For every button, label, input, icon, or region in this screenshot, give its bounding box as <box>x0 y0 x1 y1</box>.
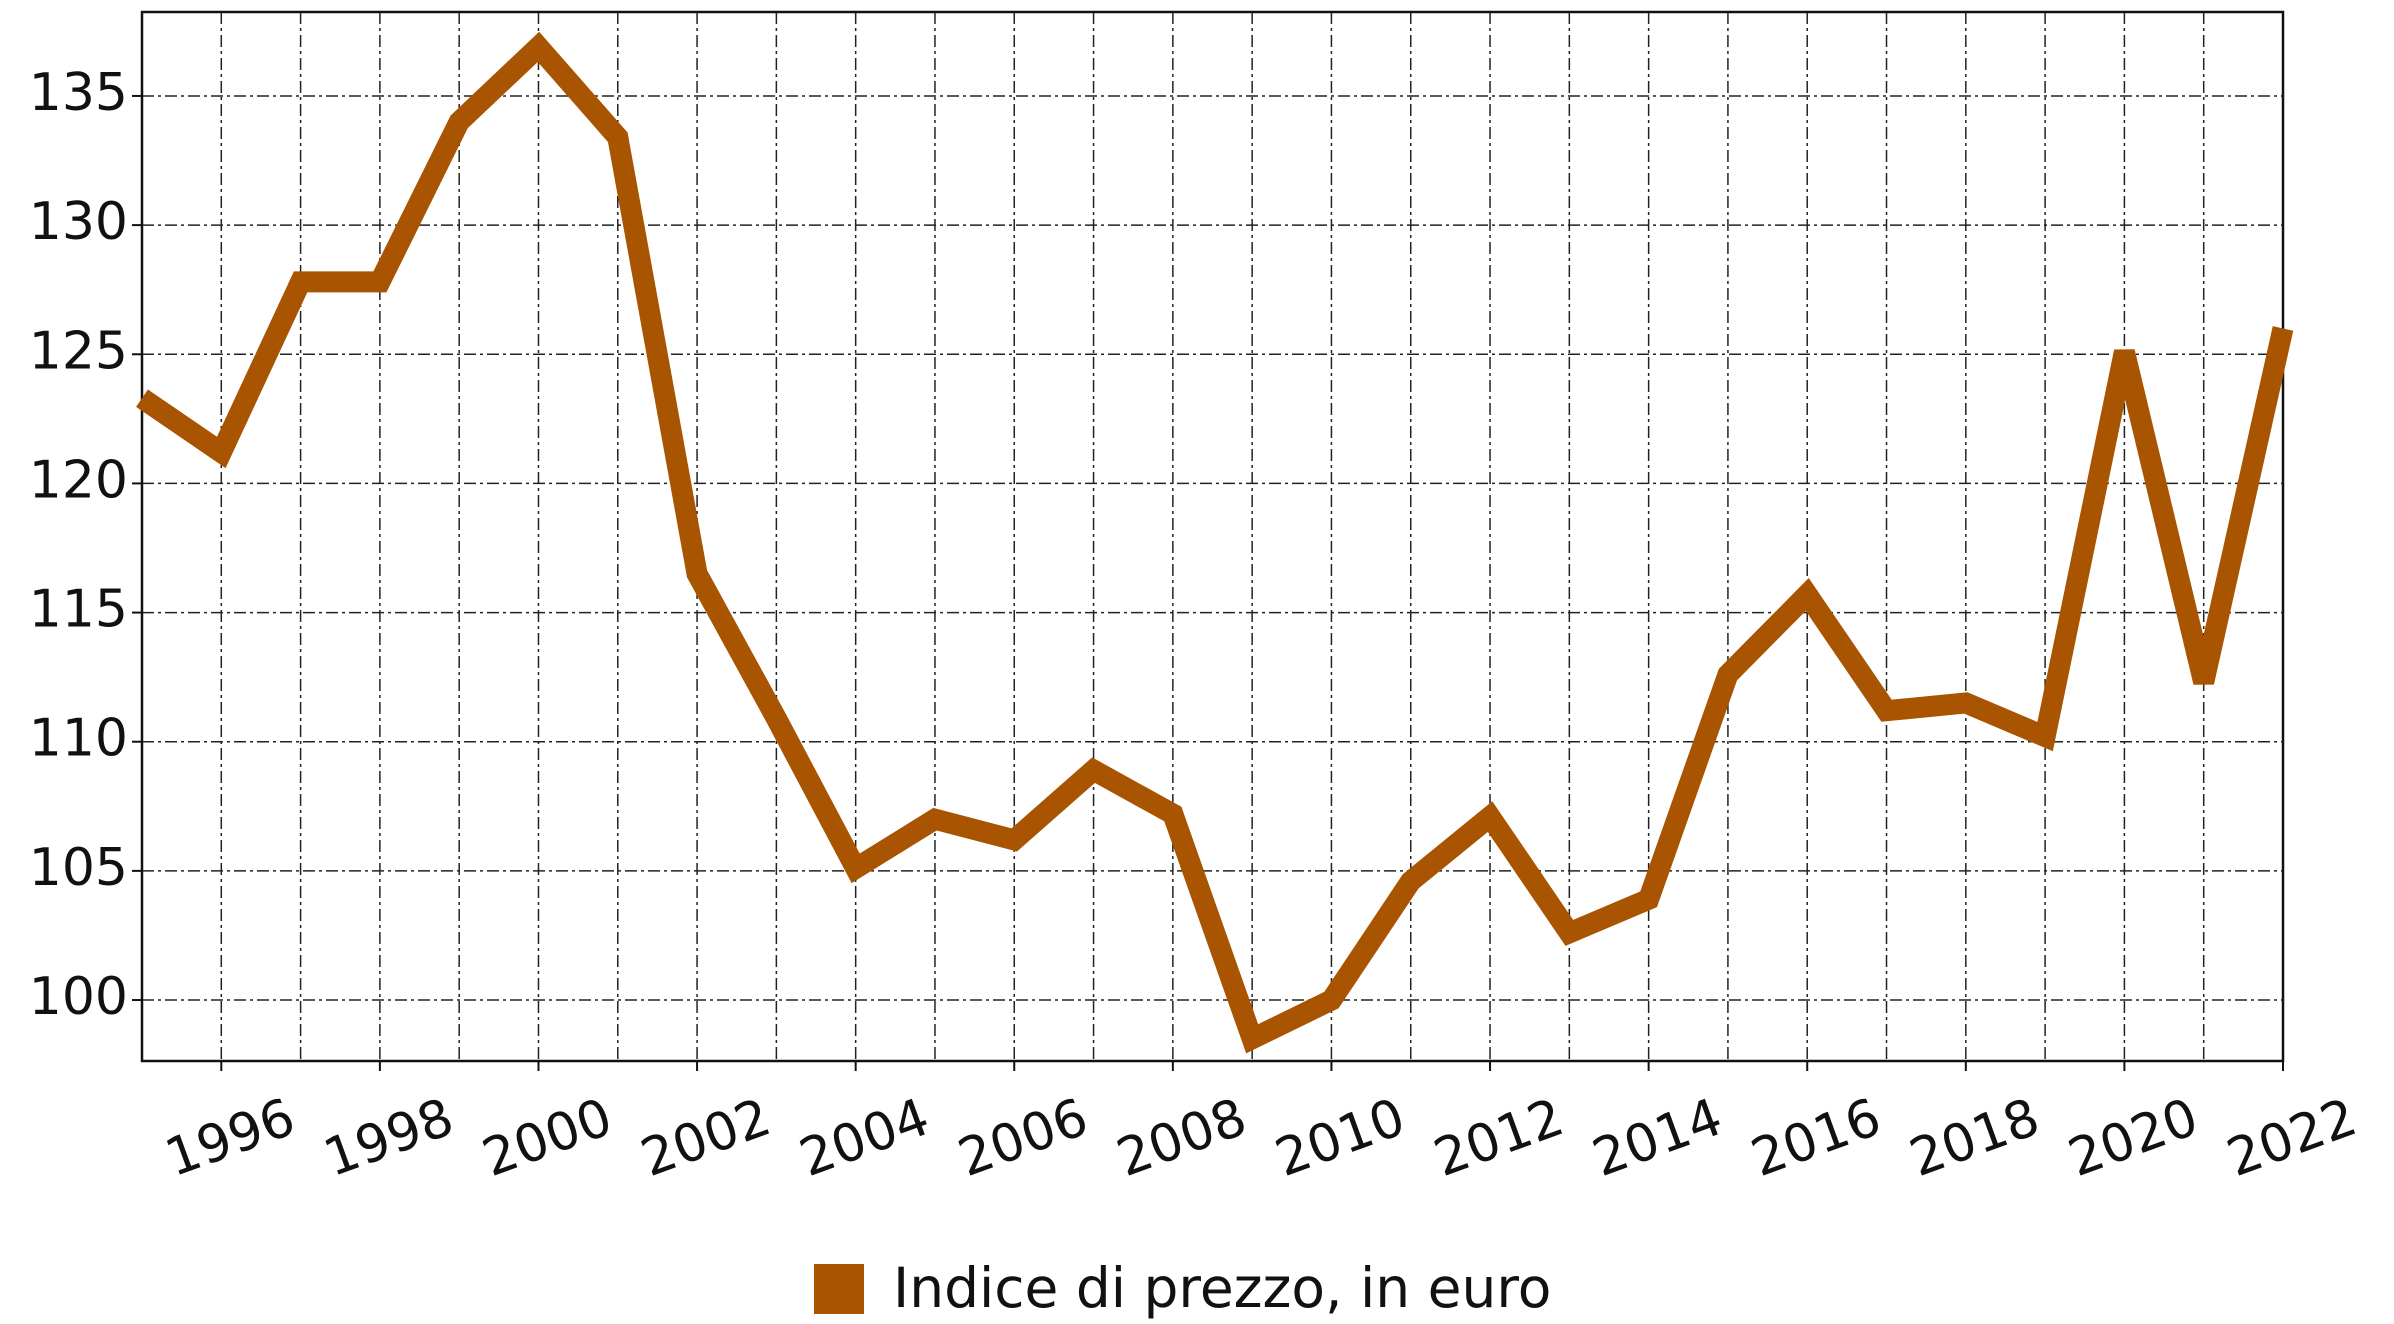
y-tick-label: 115 <box>29 580 128 640</box>
x-tick-label: 2016 <box>1744 1087 1889 1189</box>
x-tick-label: 1996 <box>158 1087 303 1189</box>
y-tick-label: 130 <box>29 192 128 252</box>
x-tick-label: 2008 <box>1109 1087 1254 1189</box>
x-tick-label: 2004 <box>792 1087 937 1189</box>
line-series <box>136 31 2294 1054</box>
x-tick-label: 1998 <box>316 1087 461 1189</box>
x-tick-label: 2002 <box>634 1087 779 1189</box>
x-tick-label: 2018 <box>1902 1087 2047 1189</box>
y-tick-label: 100 <box>29 967 128 1027</box>
x-tick-label: 2006 <box>951 1087 1096 1189</box>
x-tick-label: 2000 <box>475 1087 620 1189</box>
x-tick-label: 2012 <box>1427 1087 1572 1189</box>
y-tick-label: 110 <box>29 709 128 769</box>
y-tick-label: 105 <box>29 838 128 898</box>
x-tick-label: 2010 <box>1268 1087 1413 1189</box>
x-tick-label: 2020 <box>2061 1087 2206 1189</box>
y-tick-label: 120 <box>29 450 128 510</box>
legend-swatch <box>814 1264 864 1314</box>
plot-frame <box>140 10 2285 1063</box>
legend-label: Indice di prezzo, in euro <box>893 1256 1551 1320</box>
x-tick-label: 2022 <box>2220 1087 2365 1189</box>
y-tick-label: 125 <box>29 321 128 381</box>
x-tick-label: 2014 <box>1585 1087 1730 1189</box>
y-tick-label: 135 <box>29 63 128 123</box>
